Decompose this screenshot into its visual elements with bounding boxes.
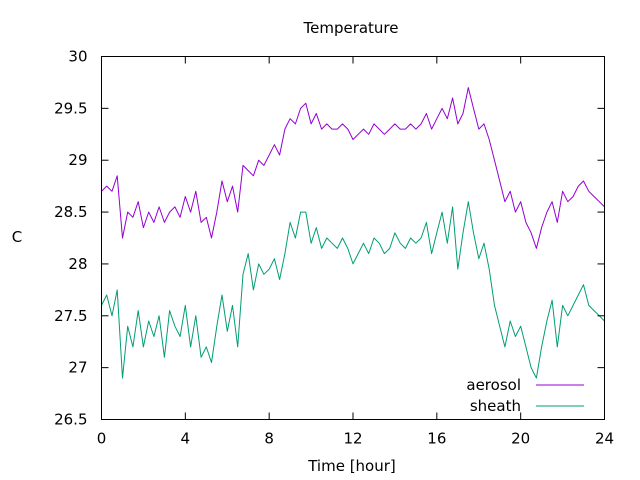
axes-layer: 0 4 8 12 16 20 24 26.5 27 27.5 28 28.5 29 29.5 30 [54,48,614,448]
series-line-aerosol [101,87,605,249]
series-line-sheath [101,201,605,379]
legend: aerosol sheath [466,376,584,415]
y-tick-label: 29 [68,151,87,169]
x-tick-label: 4 [181,430,191,448]
x-tick-label: 24 [595,430,614,448]
y-tick-label: 27 [68,359,87,377]
y-tick-label: 29.5 [54,99,87,117]
x-tick-label: 20 [511,430,530,448]
plot-frame [101,56,605,420]
x-axis-label: Time [hour] [307,457,396,475]
x-tick-label: 12 [343,430,362,448]
legend-label-aerosol: aerosol [466,376,521,394]
y-tick-label: 27.5 [54,307,87,325]
chart-title: Temperature [302,19,398,37]
y-tick-label: 28 [68,255,87,273]
y-tick-label: 30 [68,48,87,66]
series-layer [101,87,605,379]
x-tick-label: 8 [264,430,274,448]
x-tick-label: 16 [427,430,446,448]
y-axis-label: C [12,228,22,246]
legend-label-sheath: sheath [470,397,521,415]
y-tick-label: 26.5 [54,411,87,429]
y-tick-label: 28.5 [54,203,87,221]
x-tick-label: 0 [97,430,107,448]
